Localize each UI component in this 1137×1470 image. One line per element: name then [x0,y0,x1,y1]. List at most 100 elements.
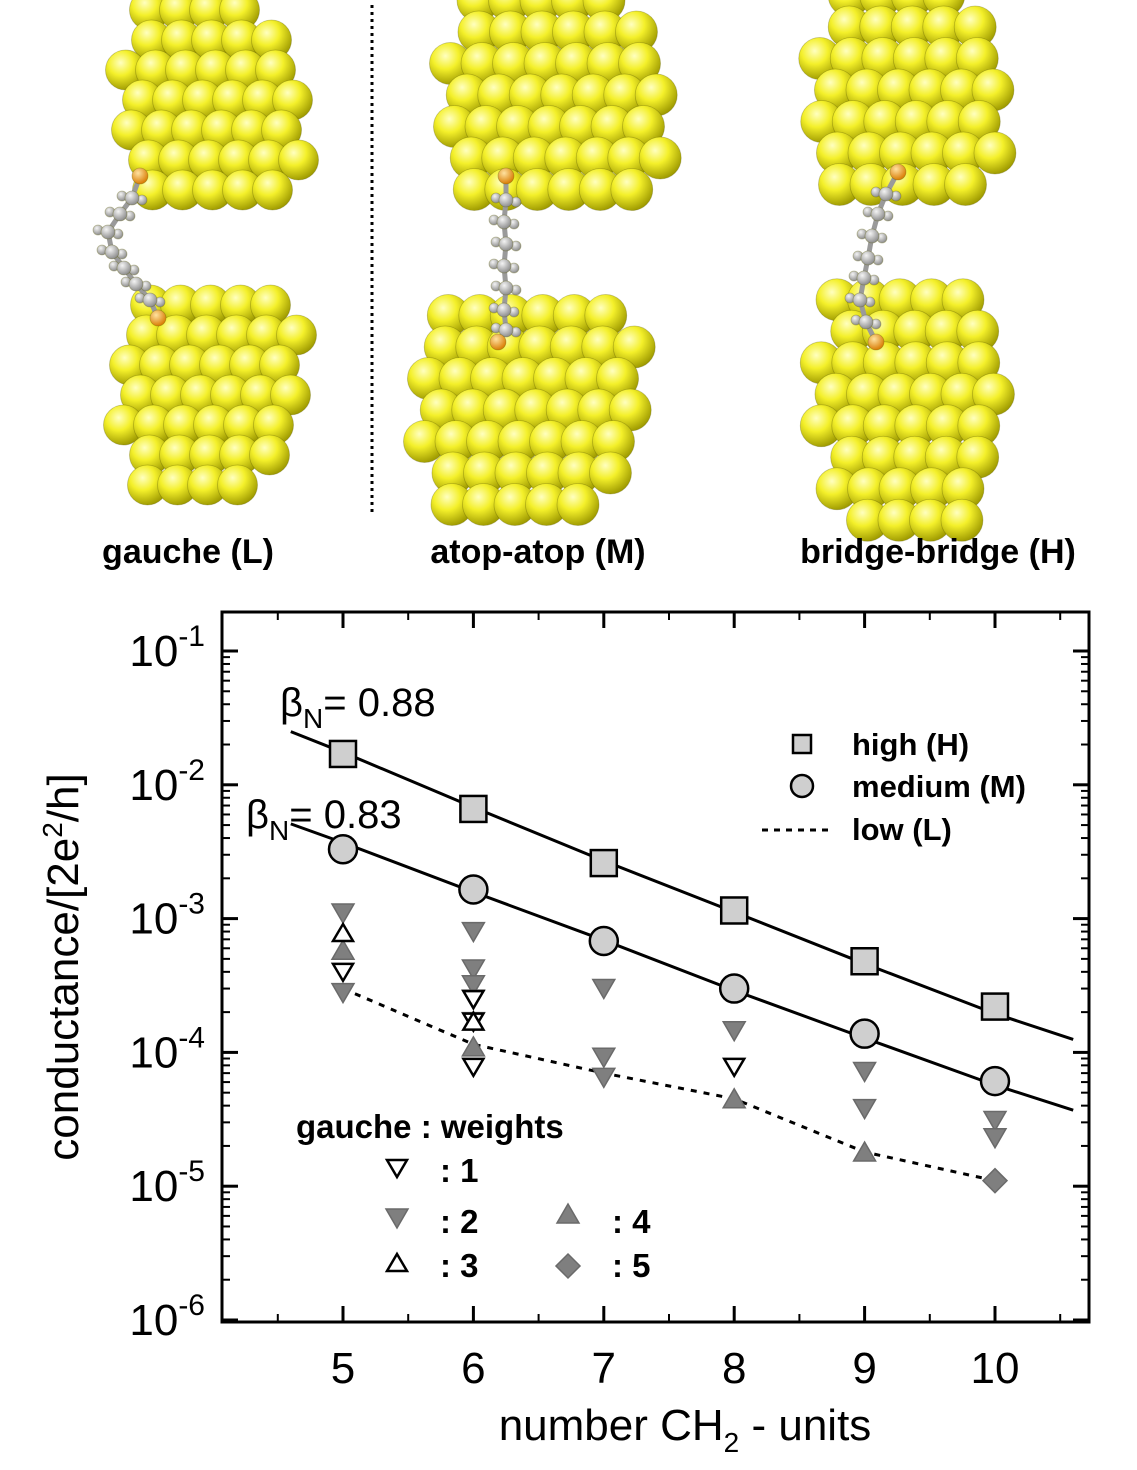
data-point-weight-2 [721,1021,747,1043]
atom [142,292,158,308]
data-point-circle [458,874,489,905]
gauche-legend-marker-4 [555,1202,581,1224]
data-markers [327,739,1011,1194]
atom [498,192,514,208]
data-point-weight-4 [852,1140,877,1162]
fit-line [290,822,1074,1112]
atom [638,136,682,180]
y-tick-label: 10-2 [129,754,205,810]
gauche-legend-label-5: : 5 [612,1247,651,1284]
atom [217,464,258,506]
y-tick-label: 10-3 [129,888,205,944]
gauche-legend-marker-3 [384,1251,410,1273]
data-point-weight-2 [591,1047,617,1069]
data-point-circle [849,1018,880,1049]
x-ticks [276,612,1062,1322]
alkane-chain-gauche [92,167,167,327]
legend-label-low: low (L) [852,812,952,847]
data-point-weight-5 [981,1167,1009,1194]
data-point-circle [718,973,750,1004]
atom [870,206,886,222]
atom [973,131,1017,175]
data-point-weight-1 [722,1057,747,1079]
atom [116,260,132,276]
data-point-weight-2 [591,1067,617,1089]
data-point-weight-2 [982,1128,1008,1150]
data-point-weight-1 [461,1057,486,1079]
atom [489,333,507,351]
data-point-weight-3 [330,921,356,943]
y-tick-label: 10-6 [129,1289,205,1345]
beta-annotation-medium: βN= 0.83 [246,793,402,846]
gauche-legend-label-4: : 4 [612,1203,651,1240]
atom [252,169,293,211]
atom [610,168,654,211]
molecular-structures [92,0,1017,542]
data-point-weight-4 [721,1087,747,1109]
data-point-weight-2 [591,978,617,1001]
atom [889,163,907,181]
atom [112,206,128,222]
atom [940,498,984,542]
data-point-circle [588,925,620,957]
gold-cluster-gauche-top [105,0,319,211]
y-tick-labels: 10-1 10-2 10-3 10-4 10-5 10-6 [129,620,205,1345]
fit-line [290,730,1074,1041]
atom [589,451,632,495]
atom [124,190,140,206]
atom [249,434,290,476]
atom [496,302,512,318]
y-axis-label: conductance/[2e2/h] [37,773,88,1160]
gold-cluster-atop-top [429,0,682,211]
fit-lines [290,730,1074,1183]
atom [100,224,116,240]
x-tick-label: 7 [592,1344,616,1393]
data-point-weight-2 [330,982,356,1005]
gauche-legend-marker-5 [554,1252,582,1280]
atom [856,270,872,286]
atom [944,163,987,206]
gold-cluster-atop-bottom [403,294,656,526]
gauche-legend-label-3: : 3 [440,1247,479,1284]
x-tick-label: 9 [852,1344,876,1393]
x-tick-label: 8 [722,1344,746,1393]
atom [131,167,149,185]
atom [860,250,876,266]
gold-cluster-bridge-top [798,0,1017,206]
data-point-square [589,848,619,878]
atom [556,483,600,526]
data-point-weight-3 [461,1010,486,1031]
data-point-weight-4 [330,938,356,961]
atom [104,244,120,260]
x-tick-label: 10 [971,1344,1020,1393]
low-dashed-line [342,987,996,1183]
y-tick-label: 10-5 [129,1155,205,1211]
gauche-legend-label-1: : 1 [440,1152,479,1189]
data-point-weight-2 [982,1110,1008,1132]
alkane-chain-atop [488,167,522,351]
data-point-circle [979,1065,1011,1097]
atom [498,280,514,296]
atom [852,292,868,308]
data-point-weight-2 [852,1061,877,1083]
atom [497,167,515,185]
legend: high (H) medium (M) low (L) [762,727,1026,847]
legend-circle-marker [789,773,815,799]
x-tick-labels: 5 6 7 8 9 10 [331,1344,1020,1393]
x-tick-label: 5 [331,1344,355,1393]
atom [149,309,167,327]
data-point-weight-2 [461,975,486,997]
gauche-legend: gauche : weights : 1 : 2 : 3 : 4 : 5 [296,1108,651,1284]
data-point-weight-2 [852,1098,877,1121]
gauche-legend-title: gauche : weights [296,1108,564,1145]
alkane-chain-bridge [844,163,907,351]
gold-cluster-gauche-bottom [103,284,317,506]
gauche-legend-label-2: : 2 [440,1203,479,1240]
atom [496,214,512,230]
legend-label-medium: medium (M) [852,769,1026,804]
atom [858,314,874,330]
data-point-weight-1 [461,989,486,1011]
atom [867,333,885,351]
data-point-square [459,794,488,824]
x-tick-label: 6 [461,1344,485,1393]
